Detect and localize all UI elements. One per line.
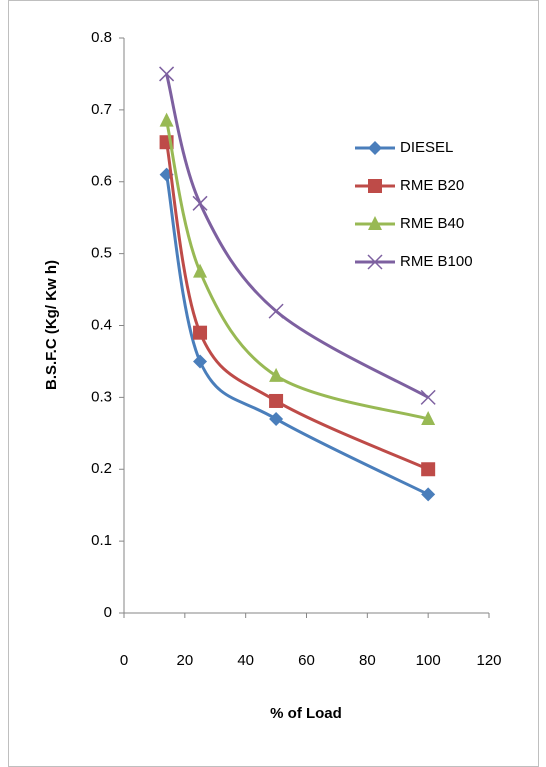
legend-marker [368,179,382,193]
data-point [269,411,284,426]
data-point [269,393,284,408]
legend-marker [367,254,383,270]
legend-label: RME B40 [400,215,464,232]
series-line [165,141,429,471]
data-point [193,354,208,369]
series-line [165,73,429,399]
x-tick-label: 40 [237,652,254,669]
y-tick-label: 0.2 [91,460,112,477]
y-tick-label: 0.7 [91,101,112,118]
legend-label: RME B100 [400,253,473,270]
data-point [420,389,436,405]
x-tick-label: 100 [416,652,441,669]
y-tick-label: 0.8 [91,29,112,46]
series-line [165,174,429,496]
chart-frame [8,0,539,767]
x-axis-title: % of Load [270,705,342,722]
data-point [268,303,284,319]
legend-marker [368,141,382,155]
y-tick-label: 0.3 [91,388,112,405]
y-tick-label: 0.1 [91,532,112,549]
data-point [193,325,208,340]
x-tick-label: 120 [476,652,501,669]
data-point [269,367,284,382]
y-tick-label: 0.6 [91,173,112,190]
x-tick-label: 20 [176,652,193,669]
y-tick-label: 0.5 [91,245,112,262]
data-point [159,66,175,82]
legend-marker [368,216,382,230]
data-point [193,263,208,278]
y-axis-title: B.S.F.C (Kg/ Kw h) [43,260,60,390]
legend-label: RME B20 [400,177,464,194]
x-tick-label: 80 [359,652,376,669]
x-tick-label: 0 [120,652,128,669]
y-tick-label: 0 [104,604,112,621]
data-point [421,462,436,477]
data-point [192,195,208,211]
legend-label: DIESEL [400,139,453,156]
x-tick-label: 60 [298,652,315,669]
y-tick-label: 0.4 [91,316,112,333]
data-point [159,112,174,127]
series-line [165,120,429,421]
data-point [421,410,436,425]
data-point [421,487,436,502]
